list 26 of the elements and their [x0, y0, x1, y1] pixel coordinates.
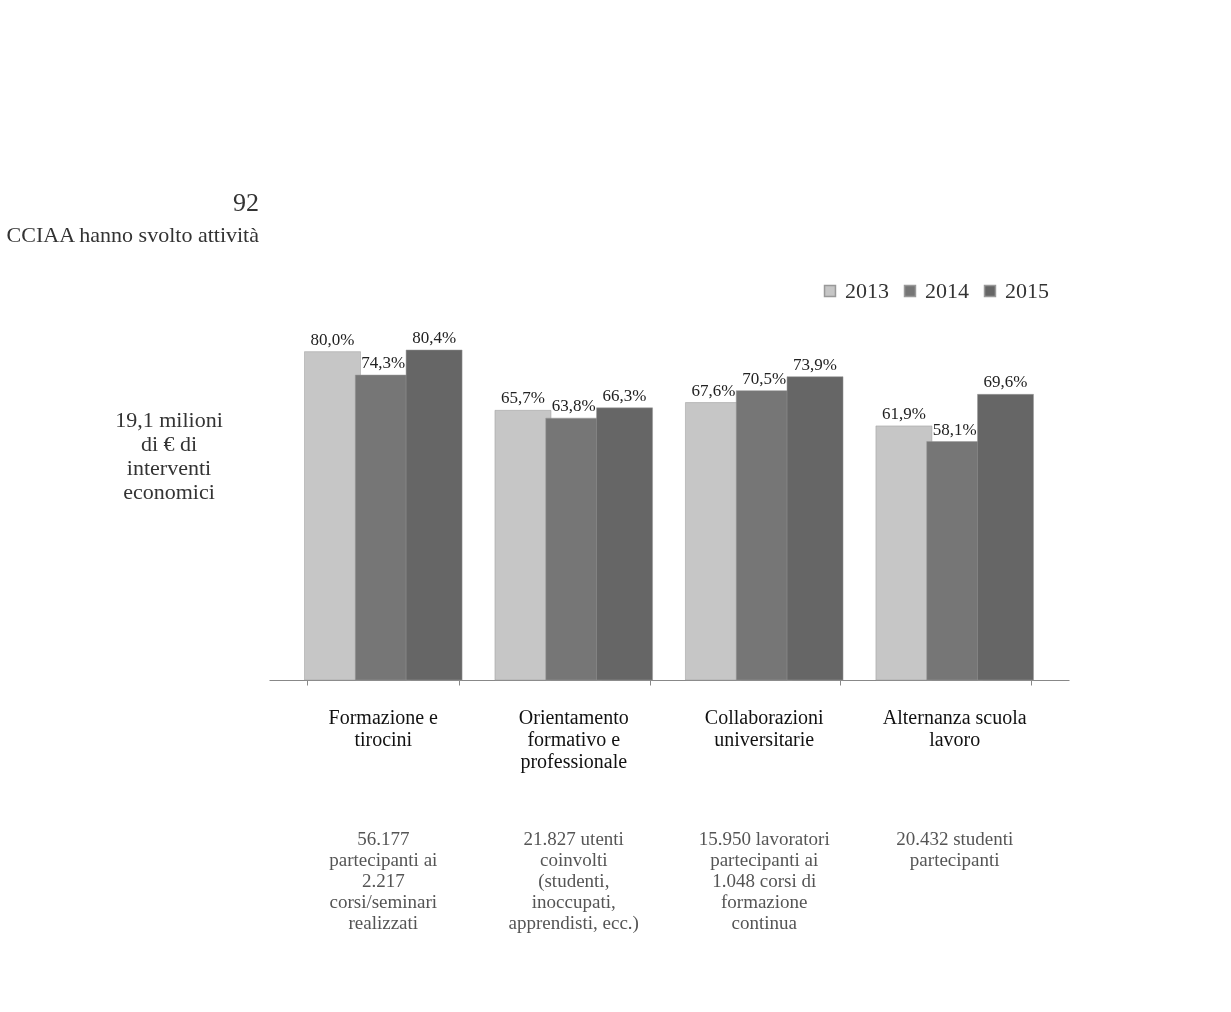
text: 20.432 studenti partecipanti: [896, 828, 1014, 870]
data-label: 73,9%: [793, 354, 837, 374]
data-label: 66,3%: [602, 385, 647, 405]
text: 56.177 partecipanti ai 2.217 corsi/seminari realizzati: [329, 828, 438, 933]
x-tick-label: Alternanza scuola lavoro: [882, 706, 1027, 750]
data-label: 61,9%: [881, 403, 926, 423]
data-label: 67,6%: [691, 380, 736, 400]
text: 92: [233, 188, 259, 217]
data-label: 69,6%: [983, 372, 1028, 392]
legend-label: 2013: [845, 278, 889, 303]
data-label: 63,8%: [551, 396, 596, 416]
data-label: 74,3%: [361, 353, 406, 373]
text: 21.827 utenti coinvolti (studenti, inoccupati, apprendisti, ecc.): [508, 828, 639, 934]
data-label: 80,0%: [310, 329, 355, 349]
data-label: 65,7%: [501, 388, 545, 408]
data-label: 70,5%: [742, 368, 787, 388]
x-tick-label: Formazione e tirocini: [328, 706, 439, 750]
x-tick-label: Collaborazioni universitarie: [704, 706, 825, 750]
text: 19,1 milioni di € di interventi economici: [115, 407, 223, 504]
x-tick-label: Orientamento formativo e professionale: [518, 706, 629, 773]
data-label: 80,4%: [412, 328, 457, 347]
text: CCIAA hanno svolto attività: [6, 222, 260, 247]
legend-label: 2014: [925, 278, 969, 303]
text: 15.950 lavoratori partecipanti ai 1.048 corsi di formazione continua: [698, 828, 830, 933]
legend-label: 2015: [1005, 278, 1049, 303]
data-label: 58,1%: [932, 419, 977, 439]
